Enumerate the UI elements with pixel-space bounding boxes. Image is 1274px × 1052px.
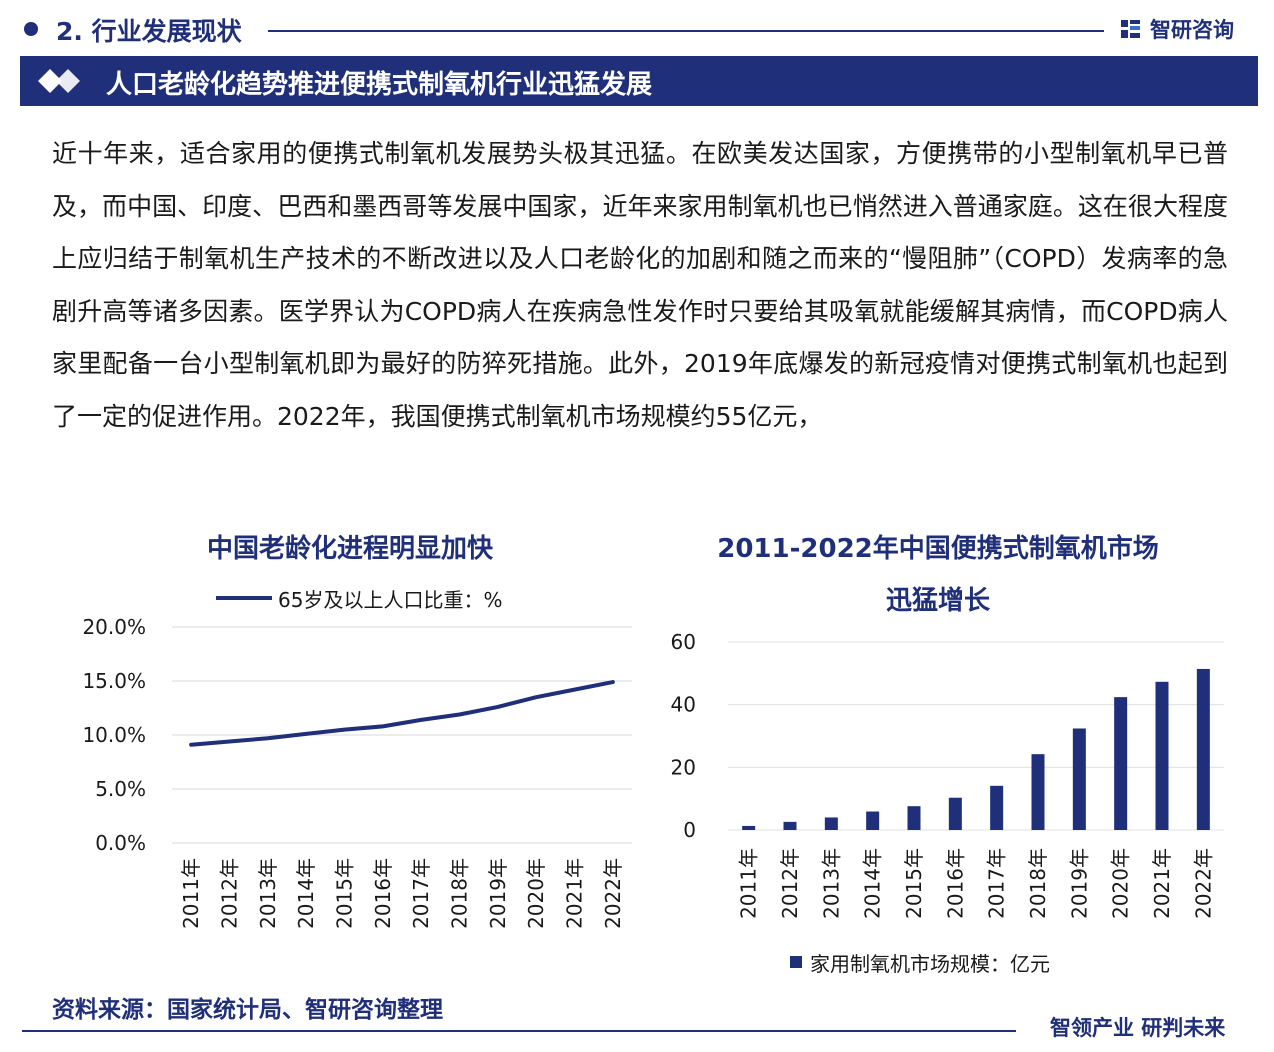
x-tick-label: 2013年 <box>819 848 843 919</box>
x-tick-label: 2019年 <box>1067 848 1091 919</box>
section-title: 2. 行业发展现状 <box>56 17 242 46</box>
brand-logo-text: 智研咨询 <box>1150 18 1234 42</box>
bar <box>1072 728 1086 830</box>
legend-series-name: 家用制氧机市场规模：亿元 <box>810 951 1050 976</box>
x-tick-label: 2011年 <box>179 858 203 929</box>
bar <box>1031 754 1045 830</box>
y-tick-label: 0.0% <box>95 831 146 855</box>
right-chart-legend: 家用制氧机市场规模：亿元 <box>790 948 1050 976</box>
bar <box>824 817 838 830</box>
x-tick-label: 2022年 <box>1191 848 1215 919</box>
bar <box>1155 681 1169 830</box>
y-tick-label: 60 <box>671 630 696 654</box>
y-tick-label: 0 <box>683 818 696 842</box>
brand-slogan: 智领产业 研判未来 <box>1050 1016 1226 1040</box>
title-banner: 人口老龄化趋势推进便携式制氧机行业迅猛发展 <box>20 56 1258 106</box>
banner-title: 人口老龄化趋势推进便携式制氧机行业迅猛发展 <box>106 70 653 100</box>
y-tick-label: 5.0% <box>95 777 146 801</box>
x-tick-label: 2022年 <box>601 858 625 929</box>
bar <box>907 806 921 830</box>
bar <box>742 825 756 830</box>
bar <box>1196 668 1210 830</box>
y-tick-label: 40 <box>671 693 696 717</box>
bar <box>990 785 1004 830</box>
bar <box>866 811 880 830</box>
x-tick-label: 2012年 <box>218 858 242 929</box>
bar <box>948 797 962 830</box>
top-bar: 2. 行业发展现状 智研咨询 <box>0 0 1274 56</box>
series-line <box>189 680 615 747</box>
x-tick-label: 2018年 <box>448 858 472 929</box>
body-paragraph: 近十年来，适合家用的便携式制氧机发展势头极其迅猛。在欧美发达国家，方便携带的小型… <box>52 139 1228 431</box>
x-tick-label: 2017年 <box>409 858 433 929</box>
x-tick-label: 2014年 <box>294 858 318 929</box>
x-tick-label: 2020年 <box>524 858 548 929</box>
x-tick-label: 2015年 <box>902 848 926 919</box>
x-tick-label: 2011年 <box>737 848 761 919</box>
x-tick-label: 2021年 <box>1150 848 1174 919</box>
x-tick-label: 2018年 <box>1026 848 1050 919</box>
x-tick-label: 2021年 <box>563 858 587 929</box>
x-tick-label: 2020年 <box>1109 848 1133 919</box>
y-tick-label: 10.0% <box>82 723 146 747</box>
source-note: 资料来源：国家统计局、智研咨询整理 <box>52 997 443 1023</box>
y-tick-label: 20.0% <box>82 615 146 639</box>
footer-divider <box>22 1030 1016 1032</box>
right-chart-title-line1: 2011-2022年中国便携式制氧机市场 <box>717 534 1159 564</box>
legend-bar-swatch <box>790 956 802 968</box>
bullet-dot-icon <box>24 22 38 36</box>
bar <box>1114 697 1128 830</box>
y-tick-label: 15.0% <box>82 669 146 693</box>
x-tick-label: 2016年 <box>943 848 967 919</box>
y-tick-label: 20 <box>671 755 696 779</box>
left-chart-legend: 65岁及以上人口比重：% <box>216 584 502 612</box>
x-tick-label: 2015年 <box>333 858 357 929</box>
x-tick-label: 2014年 <box>861 848 885 919</box>
x-tick-label: 2016年 <box>371 858 395 929</box>
x-tick-label: 2019年 <box>486 858 510 929</box>
right-chart-title-line2: 迅猛增长 <box>885 586 990 616</box>
legend-series-name: 65岁及以上人口比重：% <box>278 587 503 612</box>
legend-line-swatch <box>216 596 272 600</box>
left-chart-title: 中国老龄化进程明显加快 <box>206 534 493 564</box>
brand-logo: 智研咨询 <box>1120 14 1234 44</box>
x-tick-label: 2017年 <box>985 848 1009 919</box>
bar <box>783 821 797 830</box>
brand-logo-icon <box>1121 20 1140 38</box>
diamond-icon <box>38 69 80 93</box>
header-divider <box>268 30 1104 32</box>
x-tick-label: 2012年 <box>778 848 802 919</box>
x-tick-label: 2013年 <box>256 858 280 929</box>
